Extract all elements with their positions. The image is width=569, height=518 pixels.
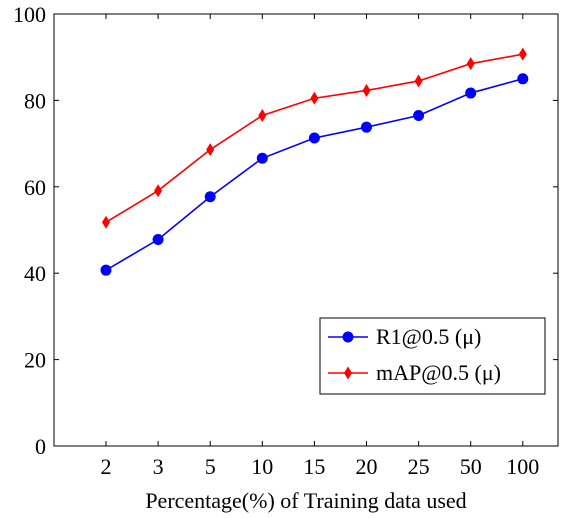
y-tick-label: 40 bbox=[24, 261, 46, 286]
x-tick-label: 100 bbox=[506, 454, 539, 479]
data-point-1 bbox=[518, 47, 527, 61]
x-tick-label: 15 bbox=[303, 454, 325, 479]
data-point-0 bbox=[413, 110, 425, 122]
y-tick-label: 0 bbox=[35, 434, 46, 459]
plot-frame bbox=[53, 13, 559, 447]
y-tick-label: 20 bbox=[24, 348, 46, 373]
legend: R1@0.5 (μ) mAP@0.5 (μ) bbox=[319, 317, 546, 395]
x-tick-label: 10 bbox=[251, 454, 273, 479]
legend-label-map: mAP@0.5 (μ) bbox=[376, 360, 501, 385]
x-tick-label: 2 bbox=[101, 454, 112, 479]
data-point-1 bbox=[310, 91, 319, 105]
y-tick-label: 80 bbox=[24, 88, 46, 113]
legend-label-r1: R1@0.5 (μ) bbox=[376, 324, 481, 349]
x-tick-label: 3 bbox=[153, 454, 164, 479]
data-point-1 bbox=[414, 74, 423, 88]
data-point-0 bbox=[204, 191, 216, 203]
x-tick-label: 50 bbox=[460, 454, 482, 479]
data-point-1 bbox=[154, 184, 163, 198]
data-point-0 bbox=[152, 234, 164, 246]
data-point-0 bbox=[517, 73, 529, 85]
data-point-1 bbox=[466, 57, 475, 71]
x-axis-label: Percentage(%) of Training data used bbox=[145, 488, 466, 513]
series-line-0 bbox=[105, 78, 524, 271]
y-axis-ticks: 0 20 40 60 80 100 bbox=[13, 2, 558, 459]
data-point-1 bbox=[102, 215, 110, 229]
x-tick-label: 5 bbox=[205, 454, 216, 479]
x-axis-ticks: 2 3 5 10 15 20 25 50 100 bbox=[101, 14, 539, 479]
x-tick-label: 25 bbox=[408, 454, 430, 479]
data-point-1 bbox=[362, 83, 371, 97]
data-point-0 bbox=[256, 152, 268, 164]
legend-marker-r1 bbox=[342, 331, 354, 343]
data-point-0 bbox=[308, 132, 320, 144]
data-point-0 bbox=[100, 264, 112, 276]
data-point-1 bbox=[258, 109, 267, 123]
y-tick-label: 60 bbox=[24, 175, 46, 200]
y-tick-label: 100 bbox=[13, 2, 46, 27]
data-point-1 bbox=[206, 143, 215, 157]
data-point-0 bbox=[465, 87, 477, 99]
series-layer bbox=[100, 47, 529, 276]
x-tick-label: 20 bbox=[356, 454, 378, 479]
legend-box bbox=[319, 317, 546, 395]
legend-marker-map bbox=[344, 366, 352, 380]
data-point-0 bbox=[361, 121, 372, 133]
